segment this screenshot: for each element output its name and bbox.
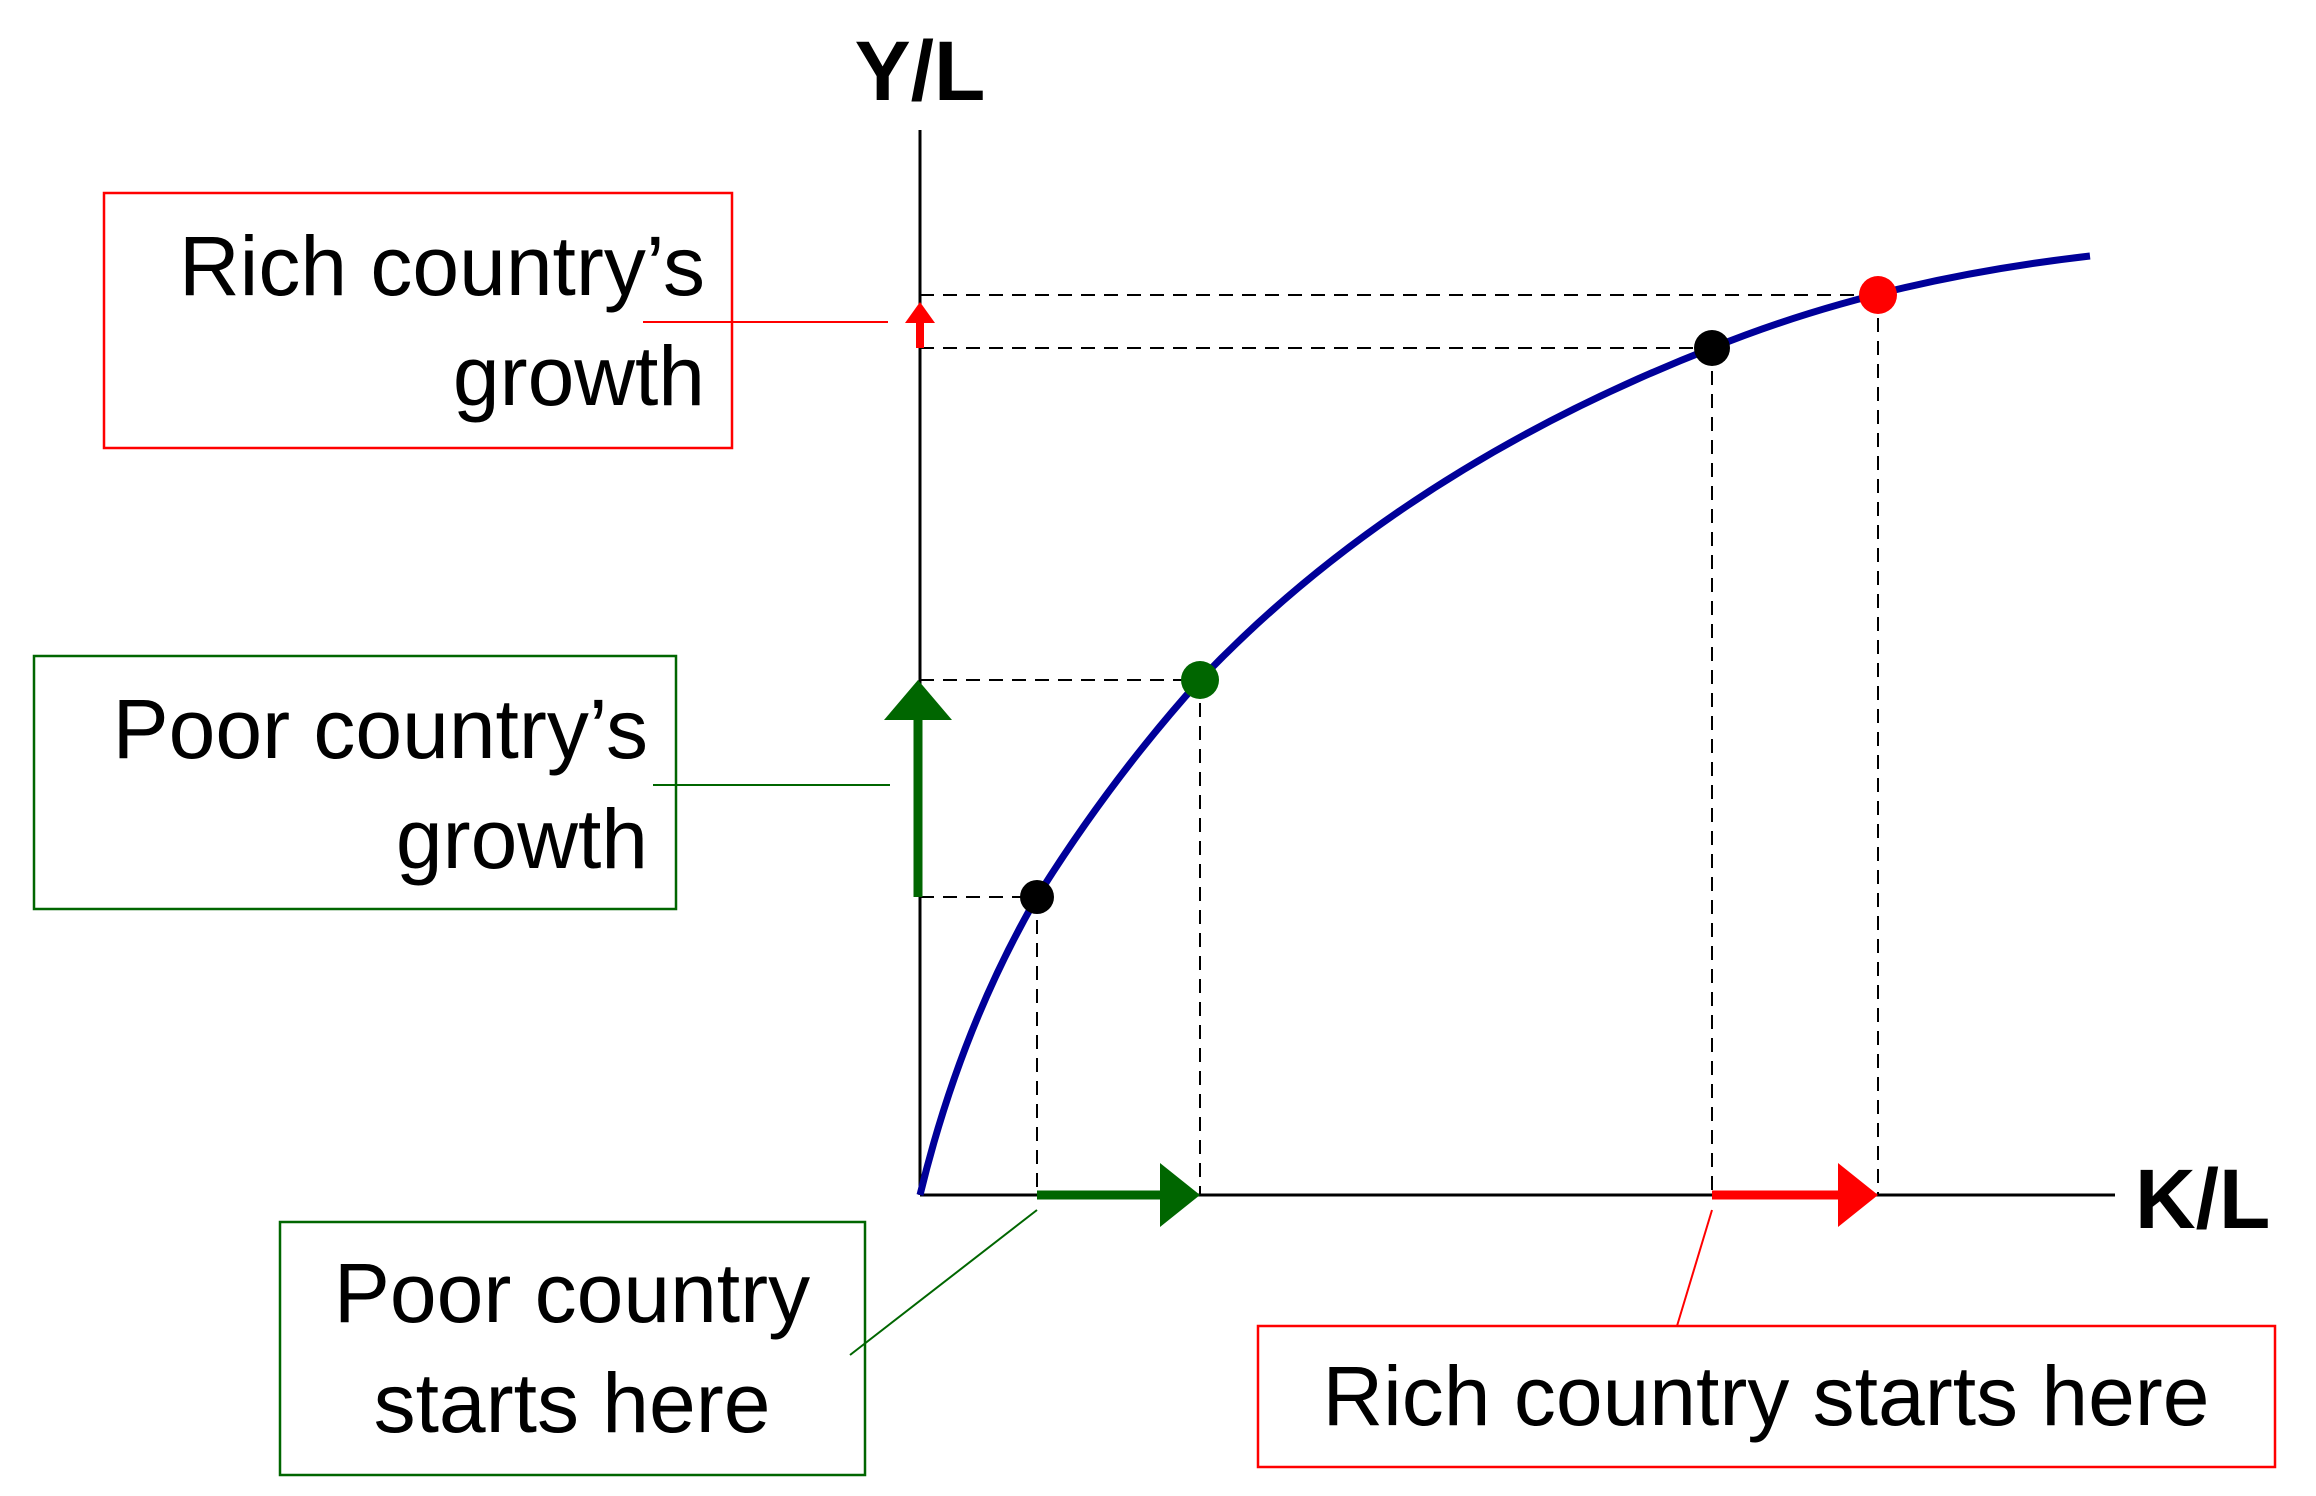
rich-output-arrow <box>905 302 935 348</box>
poor-growth-callout-line2: growth <box>396 792 648 886</box>
rich-start-leader-line <box>1676 1209 1713 1327</box>
rich-start-callout-text: Rich country starts here <box>1322 1349 2209 1443</box>
poor-growth-callout-line1: Poor country’s <box>113 682 648 776</box>
poor-growth-callout-box <box>32 654 678 911</box>
rich-start-point <box>1694 330 1730 366</box>
poor-output-arrow <box>884 680 952 897</box>
production-function-curve <box>916 252 2091 1196</box>
poor-capital-arrow-head <box>1160 1163 1200 1227</box>
rich-output-arrow-head <box>905 302 935 323</box>
rich-growth-callout-box <box>102 191 734 450</box>
poor-output-arrow-head <box>884 680 952 720</box>
rich-start-callout: Rich country starts here <box>1256 1209 2277 1469</box>
poor-capital-arrow <box>1037 1163 1200 1227</box>
y-axis-label: Y/L <box>855 24 986 118</box>
poor-growth-callout: Poor country’s growth <box>32 654 890 911</box>
poor-start-callout-box <box>278 1220 867 1477</box>
rich-growth-callout-line2: growth <box>453 329 705 423</box>
dashed-guides <box>920 294 1879 1195</box>
rich-capital-arrow <box>1712 1163 1878 1227</box>
rich-start-callout-box <box>1256 1324 2277 1469</box>
rich-growth-callout-line1: Rich country’s <box>179 219 705 313</box>
poor-end-point <box>1181 661 1219 699</box>
rich-growth-callout: Rich country’s growth <box>102 191 888 450</box>
x-axis-label: K/L <box>2135 1152 2270 1246</box>
rich-capital-arrow-head <box>1838 1163 1878 1227</box>
poor-start-leader-line <box>849 1209 1038 1356</box>
rich-end-point <box>1859 276 1897 314</box>
poor-start-point <box>1020 880 1054 914</box>
poor-start-callout: Poor country starts here <box>278 1209 1038 1477</box>
poor-start-callout-line1: Poor country <box>334 1246 810 1340</box>
poor-start-callout-line2: starts here <box>374 1356 771 1450</box>
